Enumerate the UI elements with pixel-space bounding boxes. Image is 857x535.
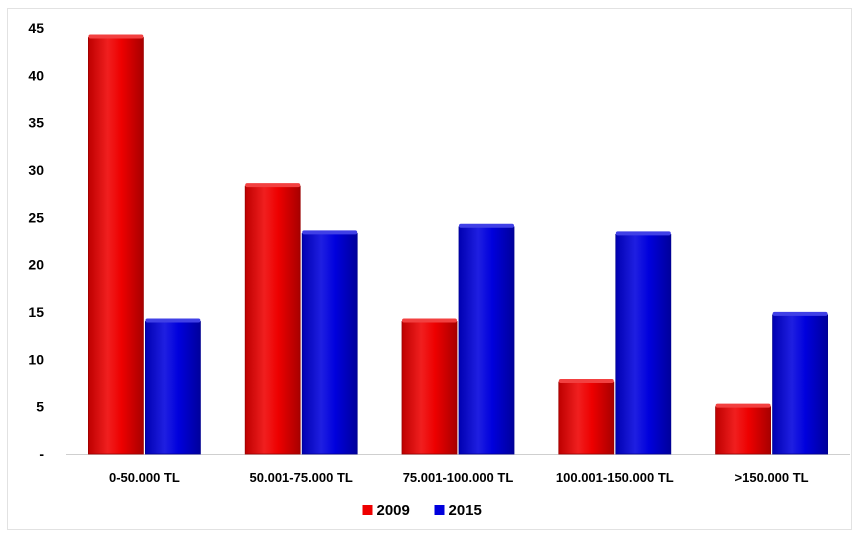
bar-cap-2009-0 [88, 34, 144, 39]
y-tick-label: 5 [36, 399, 44, 415]
chart-frame [7, 8, 852, 530]
bar-cap-2015-3 [615, 231, 671, 236]
bar-cap-2009-4 [715, 403, 771, 408]
bar-cap-2015-1 [302, 230, 358, 235]
y-tick-label: 30 [28, 162, 44, 178]
x-category-label: 50.001-75.000 TL [250, 470, 353, 485]
bar-cap-2015-2 [459, 223, 514, 228]
legend-label-2015: 2015 [449, 502, 482, 519]
bar-cap-2015-0 [145, 318, 201, 323]
x-category-label: >150.000 TL [735, 470, 809, 485]
y-tick-label: 25 [28, 209, 44, 225]
bar-2009-1 [244, 185, 301, 455]
legend-label-2009: 2009 [377, 502, 410, 519]
y-tick-label: 15 [28, 304, 44, 320]
bar-2009-2 [401, 321, 458, 455]
bar-cap-2009-3 [558, 379, 614, 384]
bar-cap-2009-2 [402, 318, 457, 323]
x-category-label: 0-50.000 TL [109, 470, 180, 485]
bar-2015-1 [301, 233, 358, 455]
y-tick-label: 40 [28, 67, 44, 83]
y-tick-label: 45 [28, 20, 44, 36]
bar-2009-0 [88, 37, 144, 455]
bar-2015-2 [458, 226, 515, 455]
bar-cap-2015-4 [772, 311, 828, 316]
bar-2009-3 [558, 381, 615, 455]
legend-swatch-2015 [434, 505, 445, 515]
bar-2009-4 [715, 406, 771, 455]
bar-2015-4 [772, 314, 828, 455]
bar-2015-3 [615, 233, 672, 455]
x-category-label: 75.001-100.000 TL [403, 470, 514, 485]
x-category-label: 100.001-150.000 TL [556, 470, 674, 485]
y-tick-label: 10 [28, 351, 44, 367]
bar-2015-0 [144, 321, 201, 455]
y-tick-label: 20 [28, 257, 44, 273]
y-tick-label: - [39, 446, 44, 462]
y-tick-label: 35 [28, 115, 44, 131]
legend-swatch-2009 [362, 505, 373, 515]
bar-cap-2009-1 [245, 183, 301, 188]
